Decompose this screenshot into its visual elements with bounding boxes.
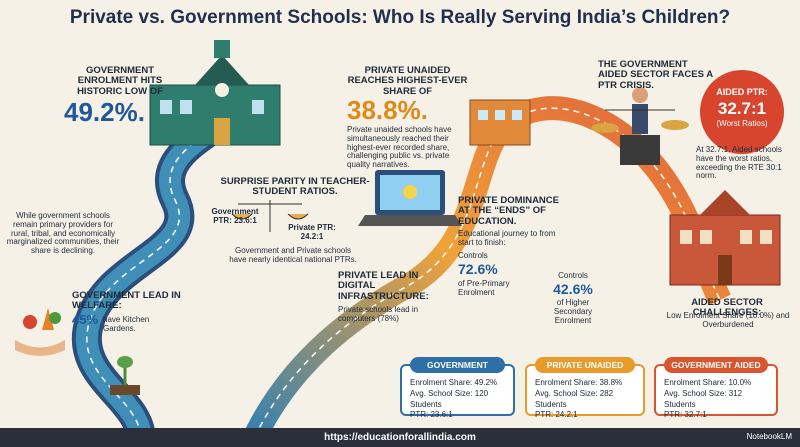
aided-school-icon — [669, 190, 781, 286]
body-text: Private unaided schools have simultaneou… — [347, 125, 452, 170]
card-line: PTR: 32.7:1 — [664, 410, 707, 420]
card-line: Enrolment Share: 49.2% — [410, 378, 498, 387]
heading: SURPRISE PARITY IN TEACHER-STUDENT RATIO… — [220, 176, 370, 198]
ptr-label: Private PTR: 24.2:1 — [288, 223, 336, 241]
tree-icon — [110, 356, 140, 395]
summary-card: GOVERNMENT Enrolment Share: 49.2% Avg. S… — [400, 357, 515, 419]
stat-value: 72.6% — [458, 261, 498, 277]
card-line: Avg. School Size: 120 Students — [410, 388, 489, 409]
garden-icon — [15, 308, 65, 356]
heading: PRIVATE DOMINANCE AT THE “ENDS” OF EDUCA… — [458, 195, 559, 227]
highlight-value: 49.2%. — [64, 97, 145, 127]
body-text: have Kitchen Gardens. — [103, 315, 150, 333]
title: Private vs. Government Schools: Who Is R… — [69, 7, 731, 28]
footer-url: https://educationforallindia.com — [324, 432, 476, 443]
card-title: GOVERNMENT AIDED — [664, 357, 768, 373]
ptr-badge — [700, 70, 784, 154]
summary-card: GOVERNMENT AIDED Enrolment Share: 10.0% … — [654, 357, 778, 419]
laptop-icon — [358, 170, 462, 226]
stat-suffix: of Higher Secondary Enrolment — [553, 298, 593, 325]
heading: PRIVATE UNAIDED REACHES HIGHEST-EVER SHA… — [347, 65, 468, 97]
heading: AIDED SECTOR CHALLENGES: — [691, 297, 763, 319]
card-line: Avg. School Size: 312 Students — [664, 388, 743, 409]
road-line — [249, 107, 721, 447]
card-line: PTR: 23.6:1 — [410, 410, 453, 420]
highlight-value: 38.8%. — [347, 95, 428, 125]
stat-prefix: Controls — [458, 251, 488, 260]
body-text: Low Enrolment Share (10.0%) and Overburd… — [666, 311, 790, 329]
stat-suffix: of Pre-Primary Enrolment — [458, 279, 510, 297]
heading: PRIVATE LEAD IN DIGITAL INFRASTRUCTURE: — [338, 270, 429, 302]
footer-bar — [0, 428, 800, 447]
body-text: Private schools lead in computers (78%) — [338, 305, 419, 323]
body-text: Government and Private schools have near… — [229, 246, 357, 264]
badge-label: AIDED PTR: — [716, 87, 768, 97]
badge-note: (Worst Ratios) — [716, 119, 768, 128]
private-school-icon — [469, 99, 531, 146]
card-line: Avg. School Size: 282 Students — [535, 388, 614, 409]
school-icon — [149, 40, 281, 146]
summary-card: PRIVATE UNAIDED Enrolment Share: 38.8% A… — [525, 357, 645, 419]
footer-brand: NotebookLM — [746, 432, 792, 441]
card-title: GOVERNMENT — [410, 357, 505, 373]
scale-icon — [231, 200, 309, 232]
heading: GOVERNMENT LEAD IN WELFARE: — [72, 290, 181, 312]
body-text: At 32.7:1, Aided schools have the worst … — [696, 145, 782, 181]
card-title: PRIVATE UNAIDED — [535, 357, 635, 373]
stat-prefix: Controls — [558, 271, 588, 280]
stat-value: 42.6% — [553, 281, 593, 297]
body-text: Educational journey to from start to fin… — [458, 229, 556, 247]
ptr-label: Government PTR: 23.6:1 — [211, 207, 259, 225]
heading: THE GOVERNMENT AIDED SECTOR FACES A PTR … — [598, 59, 713, 91]
card-line: PTR: 24.2:1 — [535, 410, 578, 420]
body-text: While government schools remain primary … — [6, 211, 120, 256]
card-line: Enrolment Share: 38.8% — [535, 378, 623, 387]
highlight-value: 45% — [72, 312, 99, 327]
card-line: Enrolment Share: 10.0% — [664, 378, 752, 387]
crisis-icon — [591, 87, 689, 165]
heading: GOVERNMENT ENROLMENT HITS HISTORIC LOW O… — [77, 65, 163, 97]
badge-value: 32.7:1 — [717, 99, 767, 118]
road-surface — [75, 111, 232, 447]
